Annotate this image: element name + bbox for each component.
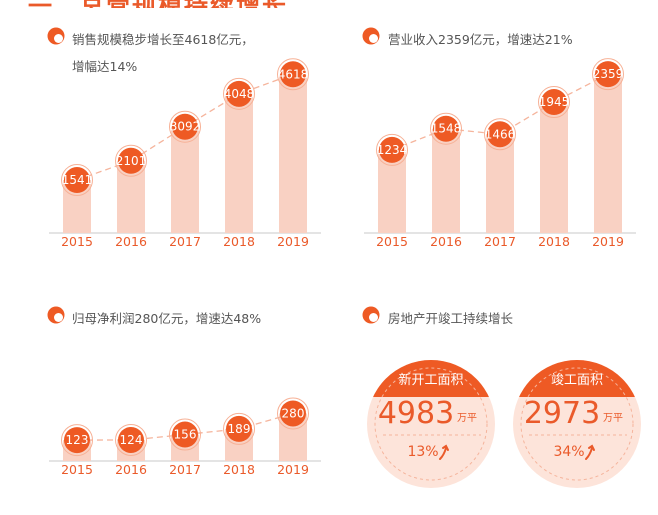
profit-bubble-ring-2017 [169,418,201,451]
sales-title-line-1: 销售规模稳步增长至4618亿元， [72,32,254,47]
revenue-bar-2017 [486,134,514,233]
revenue-data-label-2019: 2359 [593,67,624,81]
revenue-bubble-2018 [541,89,567,116]
sales-data-label-2019: 4618 [278,67,309,81]
revenue-bubble-ring-2017 [484,118,516,151]
profit-bubble-2018 [226,415,252,442]
new-start-area-unit: 万平 [457,413,477,424]
sales-tick-label-2016: 2016 [115,234,147,249]
sales-tick-label-2015: 2015 [61,234,93,249]
revenue-bubble-ring-2015 [376,133,408,166]
profit-tick-label-2018: 2018 [223,462,255,477]
revenue-bar-2016 [432,128,460,233]
revenue-tick-label-2015: 2015 [376,234,408,249]
revenue-data-label-2016: 1548 [431,122,462,136]
real-estate-title: 房地产开竣工持续增长 [388,311,514,326]
sales-bubble-ring-2015 [61,164,93,197]
sales-data-label-2016: 2101 [116,154,147,168]
sales-bar-2017 [171,126,199,233]
sales-data-label-2018: 4048 [224,87,255,101]
profit-bubble-ring-2015 [61,424,93,457]
flame-dot-icon [47,27,65,45]
flame-dot-icon [362,27,380,45]
up-arrow-icon [439,444,449,460]
completed-area-unit: 万平 [603,413,623,424]
sales-bar-2019 [279,74,307,233]
sales-tick-label-2017: 2017 [169,234,201,249]
sales-data-label-2015: 1541 [62,173,93,187]
profit-tick-label-2015: 2015 [61,462,93,477]
revenue-bubble-2019 [595,61,621,88]
sales-bubble-2019 [280,61,306,88]
sales-bubble-2015 [64,167,90,194]
profit-tick-label-2019: 2019 [277,462,309,477]
revenue-bar-chart: 1234 2015 1548 2016 1466 2017 1945 2018 2359 2019 [364,58,636,249]
flame-dot-icon [362,306,380,324]
completed-area-growth: 34% [553,444,584,460]
revenue-bubble-2016 [433,115,459,142]
up-arrow-icon [585,444,595,460]
revenue-bar-2015 [378,149,406,233]
profit-tick-label-2016: 2016 [115,462,147,477]
completed-area-card: 竣工面积 2973 万平 34% [513,360,641,488]
sales-bubble-ring-2019 [277,58,309,91]
sales-bubble-2017 [172,113,198,140]
revenue-bubble-2017 [487,121,513,148]
completed-area-label: 竣工面积 [551,373,603,388]
sales-bubble-ring-2018 [223,77,255,110]
revenue-bar-2018 [540,102,568,234]
profit-bar-chart: 123 2015 124 2016 156 2017 189 2018 280 2019 [49,397,321,477]
completed-area-value: 2973 [524,396,600,431]
profit-data-label-2018: 189 [228,422,251,436]
sales-bubble-2018 [226,80,252,107]
profit-bubble-2016 [118,426,144,453]
sales-chart-panel: 销售规模稳步增长至4618亿元， 增幅达14% 1541 2015 2101 2016… [0,0,330,260]
sales-bar-2018 [225,93,253,233]
section-heading-fragment: 一、总营规模持续增长 [28,0,288,8]
flame-dot-icon [47,306,65,324]
profit-bubble-2017 [172,421,198,448]
profit-trend-line [76,412,294,441]
sales-bubble-ring-2016 [115,144,147,177]
revenue-tick-label-2016: 2016 [430,234,462,249]
revenue-chart-panel: 营业收入2359亿元，增速达21% 1234 2015 1548 2016 1466 20… [362,27,636,249]
revenue-bubble-ring-2018 [538,86,570,119]
revenue-tick-label-2017: 2017 [484,234,516,249]
new-start-area-label: 新开工面积 [398,372,463,388]
sales-data-label-2017: 3092 [170,120,201,134]
new-start-area-growth: 13% [407,444,438,460]
profit-data-label-2019: 280 [282,406,305,420]
profit-bubble-ring-2018 [223,412,255,445]
revenue-data-label-2015: 1234 [377,143,408,157]
revenue-bar-2019 [594,74,622,233]
revenue-title: 营业收入2359亿元，增速达21% [388,32,573,47]
revenue-data-label-2018: 1945 [539,95,570,109]
profit-bubble-2015 [64,427,90,454]
new-start-area-card: 新开工面积 4983 万平 13% [367,360,495,488]
revenue-data-label-2017: 1466 [485,127,516,141]
new-start-area-value: 4983 [378,396,454,431]
sales-bubble-2016 [118,147,144,174]
profit-bubble-2019 [280,400,306,427]
sales-bar-chart: 1541 2015 2101 2016 3092 2017 4048 2018 4618 2019 [49,58,321,249]
sales-tick-label-2019: 2019 [277,234,309,249]
profit-data-label-2015: 123 [66,433,89,447]
revenue-bubble-ring-2016 [430,112,462,145]
profit-data-label-2016: 124 [120,433,143,447]
profit-bubble-ring-2016 [115,423,147,456]
revenue-tick-label-2018: 2018 [538,234,570,249]
sales-tick-label-2018: 2018 [223,234,255,249]
profit-title: 归母净利润280亿元，增速达48% [72,311,262,326]
profit-tick-label-2017: 2017 [169,462,201,477]
profit-bubble-ring-2019 [277,397,309,430]
profit-chart-panel: 归母净利润280亿元，增速达48% 123 2015 124 2016 156 2017 1… [47,306,321,477]
revenue-bubble-ring-2019 [592,58,624,91]
sales-title-line-2: 增幅达14% [72,59,138,74]
profit-data-label-2017: 156 [174,428,197,442]
sales-bubble-ring-2017 [169,110,201,143]
revenue-bubble-2015 [379,136,405,163]
revenue-tick-label-2019: 2019 [592,234,624,249]
